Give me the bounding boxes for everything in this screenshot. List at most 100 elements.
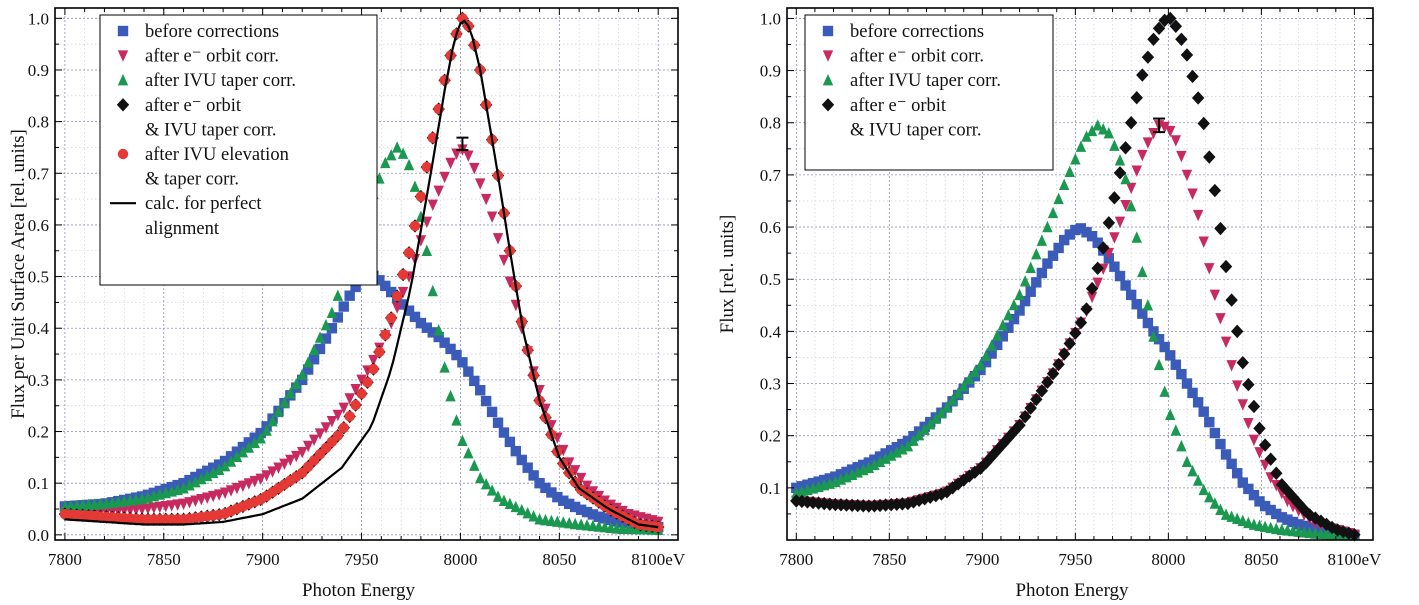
y-axis-title: Flux per Unit Surface Area [rel. units] [8, 129, 29, 419]
data-point [1170, 135, 1182, 147]
data-point [504, 436, 516, 448]
data-point [522, 462, 533, 473]
data-point [908, 434, 919, 446]
data-point [469, 375, 480, 387]
data-point [332, 430, 344, 441]
data-point [492, 233, 504, 245]
data-point [1254, 447, 1265, 459]
ticks [55, 8, 678, 540]
data-point [362, 377, 373, 388]
x-tick-label: 8050 [542, 550, 576, 569]
data-point [178, 482, 189, 494]
data-point [403, 305, 415, 316]
data-point [397, 299, 409, 310]
x-tick-label: 8000 [443, 550, 477, 569]
data-point [1131, 165, 1142, 177]
data-point [891, 446, 902, 458]
data-point [302, 356, 314, 368]
data-point [581, 480, 593, 492]
data-point [979, 456, 993, 470]
data-point [338, 301, 349, 312]
data-point [1181, 169, 1193, 182]
data-point [178, 498, 189, 511]
series-2 [791, 119, 1360, 540]
data-point [255, 473, 266, 485]
x-tick-label: 7900 [965, 550, 999, 569]
data-point [1276, 512, 1288, 523]
data-point [1013, 418, 1026, 432]
data-point [1180, 48, 1194, 62]
y-tick-label: 0.1 [760, 479, 781, 498]
x-tick-label: 8050 [1244, 550, 1278, 569]
data-point [1114, 154, 1126, 166]
data-point [1153, 333, 1165, 345]
data-point [1170, 359, 1182, 370]
data-point [433, 331, 444, 343]
data-point [1085, 281, 1099, 296]
data-point [1042, 258, 1053, 269]
data-point [1148, 330, 1159, 342]
data-point [219, 487, 231, 499]
data-point [374, 346, 385, 358]
data-point [1019, 275, 1031, 287]
data-point [1237, 477, 1248, 488]
data-point [593, 511, 605, 522]
data-point [1170, 424, 1182, 436]
data-point [1092, 237, 1103, 248]
data-point [581, 506, 593, 518]
y-tick-label: 1.0 [760, 9, 781, 28]
data-point [196, 493, 207, 506]
data-point [1035, 384, 1049, 398]
data-point [1271, 508, 1282, 520]
y-tick-label: 0.4 [760, 322, 782, 341]
data-point [992, 329, 1003, 341]
legend: before corrections after e⁻ orbit corr. af… [99, 14, 378, 286]
data-point [1208, 183, 1222, 198]
x-tick-label: 8100eV [1327, 550, 1382, 569]
axes-frame [786, 7, 1374, 541]
data-point [213, 489, 225, 501]
data-point [397, 147, 409, 159]
chart-left: 7800 7850 7900 7950 8000 8050 8100eV 0.0 0.1 0.2 0… [8, 7, 686, 601]
data-point [350, 383, 361, 396]
data-point [1159, 341, 1170, 353]
data-point [653, 521, 664, 533]
series-3 [790, 11, 1361, 542]
data-point [498, 427, 510, 438]
data-point [1220, 449, 1232, 460]
data-point [249, 436, 260, 449]
data-point [463, 150, 474, 162]
legend-marker [116, 98, 130, 112]
data-point [1053, 242, 1064, 254]
data-point [475, 178, 486, 190]
data-point [1320, 517, 1333, 532]
data-point [1142, 137, 1154, 149]
data-point [386, 149, 397, 161]
data-point [1008, 313, 1020, 325]
error-bar [1153, 117, 1166, 134]
legend-label: after IVU elevation [145, 145, 289, 165]
data-point [1198, 483, 1209, 496]
data-point [1215, 503, 1226, 515]
x-tick-label: 7950 [345, 550, 379, 569]
data-point [1242, 377, 1255, 392]
legend-entry-4: after IVU elevation & taper corr. [117, 145, 289, 190]
data-point [930, 412, 942, 424]
data-point [273, 462, 284, 474]
data-point [326, 323, 338, 334]
data-point [320, 422, 332, 434]
data-point [498, 254, 510, 267]
y-tick-label: 0.6 [760, 218, 781, 237]
y-tick-label: 0.3 [28, 371, 49, 390]
data-point [1192, 209, 1204, 222]
y-tick-label: 0.1 [28, 474, 49, 493]
legend-entry-3: after e⁻ orbit & IVU taper corr. [116, 96, 277, 140]
data-point [1165, 408, 1176, 421]
data-point [869, 458, 880, 471]
data-point [1281, 484, 1294, 498]
data-point [308, 354, 320, 365]
data-point [1141, 50, 1155, 64]
data-point [314, 331, 326, 343]
data-point [391, 291, 403, 302]
data-point [952, 386, 964, 399]
